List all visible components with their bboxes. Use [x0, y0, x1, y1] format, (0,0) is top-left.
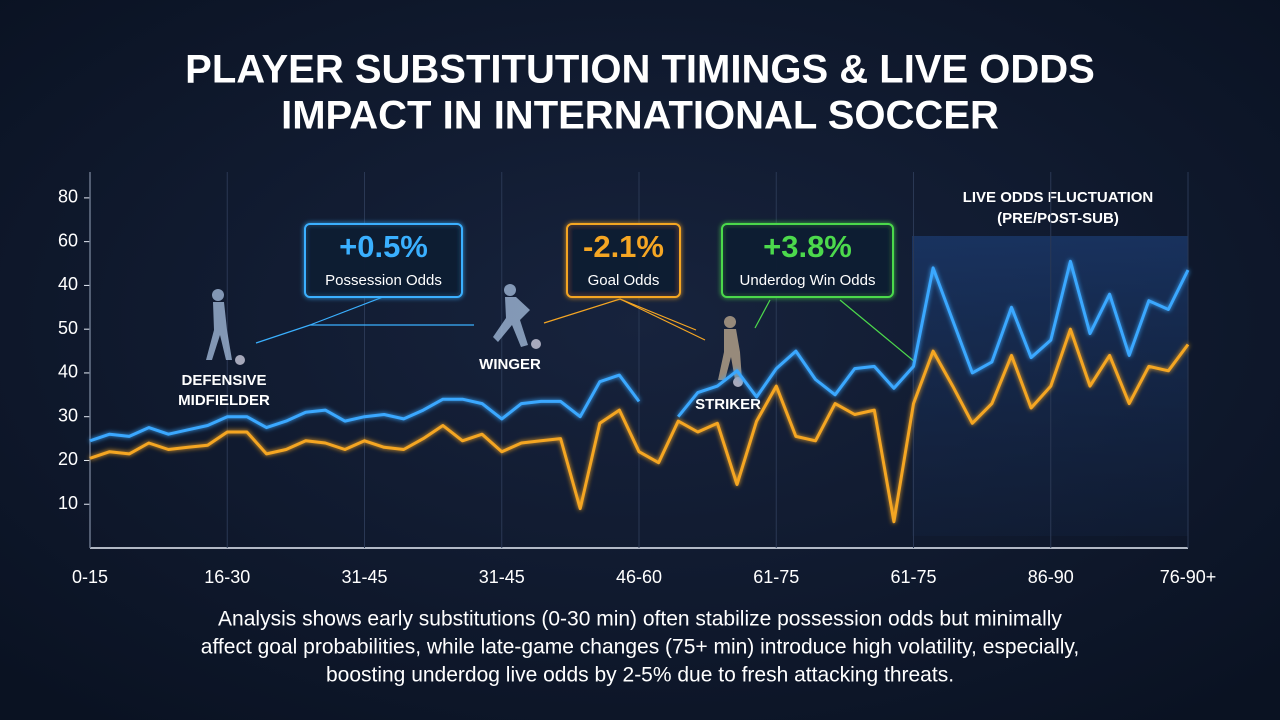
y-tick-label: 40: [58, 274, 78, 294]
x-tick-label: 0-15: [72, 567, 108, 587]
region-label: LIVE ODDS FLUCTUATION: [963, 189, 1154, 206]
player-label: STRIKER: [695, 396, 761, 413]
players: [206, 284, 743, 387]
x-tick-label: 31-45: [479, 567, 525, 587]
callout-value: +3.8%: [763, 229, 852, 264]
axes: 10 20 30 40 50 40 60 80 0-15 16-30 31-45 31-45 46-60…: [58, 172, 1216, 587]
series-line: [89, 259, 1190, 443]
series-line: [89, 327, 1190, 524]
region-label: (PRE/POST-SUB): [997, 210, 1119, 227]
player-figure: [206, 289, 245, 365]
connector: [839, 299, 916, 363]
player-label: DEFENSIVE: [181, 372, 266, 389]
caption: Analysis shows early substitutions (0-30…: [218, 608, 1062, 631]
callout-box: [566, 223, 681, 298]
callout-label: Goal Odds: [588, 272, 660, 289]
caption: affect goal probabilities, while late-ga…: [201, 636, 1079, 659]
x-tick-label: 76-90+: [1160, 567, 1217, 587]
caption: boosting underdog live odds by 2-5% due …: [326, 664, 954, 687]
player-figure: [718, 316, 743, 387]
connector: [309, 296, 384, 326]
callout-label: Possession Odds: [325, 272, 442, 289]
player-figure: [493, 284, 541, 349]
y-tick-label: 20: [58, 449, 78, 469]
y-tick-label: 60: [58, 230, 78, 250]
x-tick-label: 31-45: [341, 567, 387, 587]
x-tick-label: 61-75: [753, 567, 799, 587]
x-tick-label: 46-60: [616, 567, 662, 587]
connectors: [255, 296, 916, 363]
connector: [754, 299, 771, 329]
callouts: +0.5% Possession Odds -2.1% Goal Odds +3.8% U…: [304, 223, 894, 298]
y-tick-label: 10: [58, 493, 78, 513]
chart-title: IMPACT IN INTERNATIONAL SOCCER: [281, 94, 999, 138]
x-tick-label: 16-30: [204, 567, 250, 587]
callout-box: [304, 223, 463, 298]
callout-value: -2.1%: [583, 229, 664, 264]
y-tick-label: 50: [58, 318, 78, 338]
callout-box: [721, 223, 894, 298]
chart-title: PLAYER SUBSTITUTION TIMINGS & LIVE ODDS: [185, 48, 1095, 92]
x-tick-label: 86-90: [1028, 567, 1074, 587]
x-tick-label: 61-75: [890, 567, 936, 587]
y-tick-label: 40: [58, 362, 78, 382]
callout-label: Underdog Win Odds: [740, 272, 876, 289]
player-label: MIDFIELDER: [178, 392, 270, 409]
y-tick-label: 80: [58, 187, 78, 207]
player-label: WINGER: [479, 356, 541, 373]
callout-value: +0.5%: [339, 229, 428, 264]
y-tick-label: 30: [58, 405, 78, 425]
connector: [619, 298, 706, 341]
